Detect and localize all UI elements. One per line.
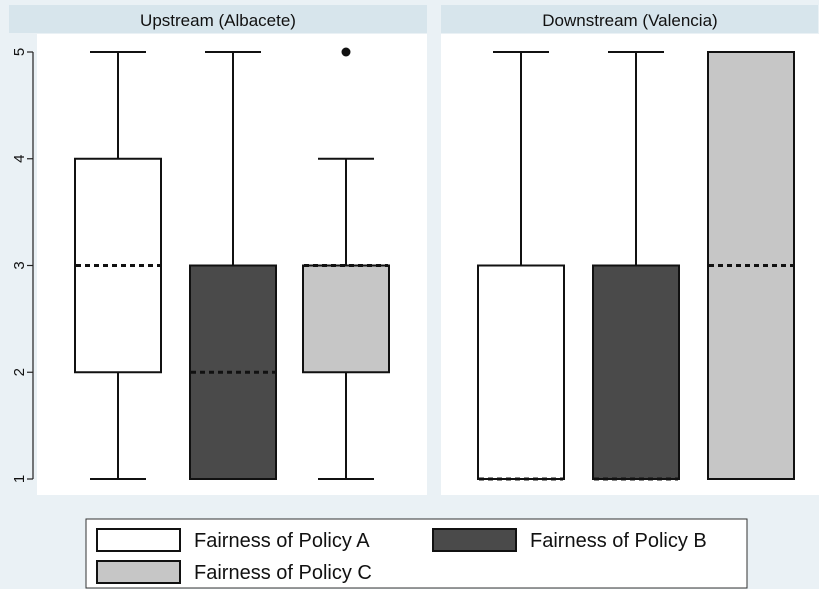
legend-label: Fairness of Policy C bbox=[194, 562, 372, 584]
panel-title: Upstream (Albacete) bbox=[140, 11, 296, 30]
y-tick-label: 3 bbox=[11, 261, 28, 269]
box-2 bbox=[707, 51, 795, 480]
panel-upstream: Upstream (Albacete) bbox=[9, 5, 427, 495]
panel-header bbox=[441, 5, 818, 33]
box-body bbox=[477, 264, 565, 480]
legend-label: Fairness of Policy B bbox=[530, 530, 707, 552]
y-tick-label: 1 bbox=[11, 475, 28, 483]
legend-swatch bbox=[96, 560, 181, 584]
legend-item: Fairness of Policy A bbox=[96, 528, 370, 552]
box-0 bbox=[477, 51, 565, 481]
y-tick-label: 5 bbox=[11, 48, 28, 56]
legend-item: Fairness of Policy C bbox=[96, 560, 372, 584]
box-body bbox=[592, 264, 680, 480]
legend-item: Fairness of Policy B bbox=[432, 528, 707, 552]
y-tick-label: 4 bbox=[11, 155, 28, 163]
legend-swatch bbox=[432, 528, 517, 552]
panel-header bbox=[9, 5, 427, 33]
y-axis: 1 2 3 4 5 bbox=[11, 48, 34, 483]
box-1 bbox=[592, 51, 680, 481]
legend-swatch bbox=[96, 528, 181, 552]
box-body bbox=[302, 264, 390, 374]
box-0 bbox=[74, 51, 162, 480]
legend: Fairness of Policy A Fairness of Policy B… bbox=[85, 518, 748, 589]
panel-downstream: Downstream (Valencia) bbox=[441, 5, 819, 495]
box-1 bbox=[189, 51, 277, 480]
legend-label: Fairness of Policy A bbox=[194, 530, 370, 552]
legend-box bbox=[85, 518, 748, 589]
y-tick-label: 2 bbox=[11, 368, 28, 376]
panel-title: Downstream (Valencia) bbox=[542, 11, 717, 30]
box-2 bbox=[302, 47, 390, 480]
outlier-point bbox=[341, 47, 351, 57]
